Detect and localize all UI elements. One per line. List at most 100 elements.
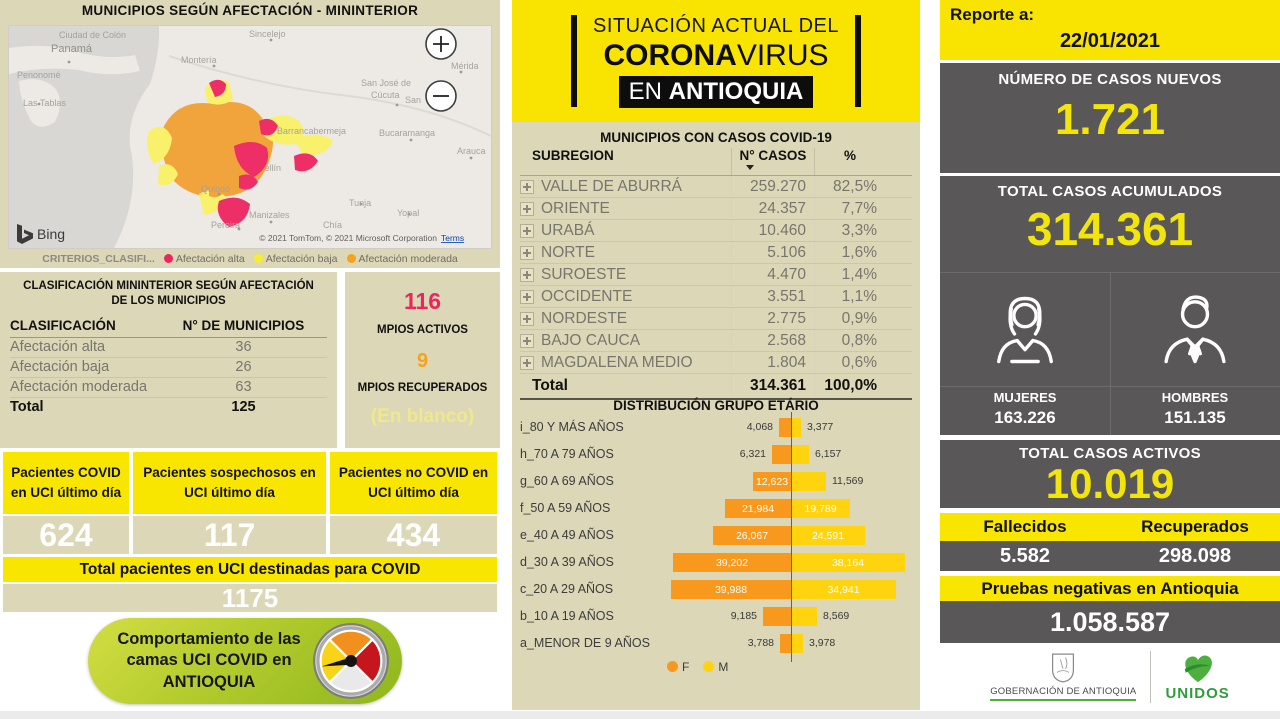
- bar-f[interactable]: 39,202: [673, 553, 791, 572]
- legend-item-m[interactable]: M: [703, 660, 728, 674]
- unidos-heart-icon: [1184, 655, 1212, 683]
- legend-title: CRITERIOS_CLASIFI...: [42, 252, 155, 265]
- col-subregion[interactable]: SUBREGION: [532, 148, 614, 163]
- map-label: Montería: [181, 55, 217, 65]
- zoom-out-button[interactable]: [425, 80, 457, 112]
- table-row[interactable]: OCCIDENTE 3.551 1,1%: [520, 286, 912, 308]
- age-row[interactable]: f_50 A 59 AÑOS 21,984 19,789: [520, 495, 916, 522]
- expand-icon[interactable]: [520, 179, 534, 194]
- age-row[interactable]: g_60 A 69 AÑOS 12,623 11,569: [520, 468, 916, 495]
- table-row[interactable]: SUROESTE 4.470 1,4%: [520, 264, 912, 286]
- map-label: San: [405, 95, 421, 105]
- women-label: MUJERES: [993, 390, 1057, 405]
- zoom-in-button[interactable]: [425, 28, 457, 60]
- table-row[interactable]: ORIENTE 24.357 7,7%: [520, 198, 912, 220]
- table-row[interactable]: URABÁ 10.460 3,3%: [520, 220, 912, 242]
- bar-m[interactable]: [791, 418, 801, 437]
- map-label: Chía: [323, 220, 342, 230]
- age-row[interactable]: h_70 A 79 AÑOS 6,321 6,157: [520, 441, 916, 468]
- bar-f[interactable]: [779, 418, 791, 437]
- table-row[interactable]: Afectación moderada 63: [10, 378, 327, 398]
- map-city-dots: [37, 38, 473, 231]
- municipality-blobs[interactable]: [146, 79, 333, 227]
- table-row[interactable]: NORDESTE 2.775 0,9%: [520, 308, 912, 330]
- col-n-casos[interactable]: N° CASOS: [731, 148, 815, 175]
- map-canvas[interactable]: Medellín: [9, 26, 492, 248]
- age-row[interactable]: e_40 A 49 AÑOS 26,067 24,591: [520, 522, 916, 549]
- bar-f[interactable]: 12,623: [753, 472, 791, 491]
- active-cases-label: TOTAL CASOS ACTIVOS: [1019, 445, 1201, 462]
- antioquia-shield-icon: [1052, 653, 1075, 683]
- f-dot-icon: [667, 661, 678, 672]
- table-row[interactable]: MAGDALENA MEDIO 1.804 0,6%: [520, 352, 912, 374]
- age-row[interactable]: a_MENOR DE 9 AÑOS 3,788 3,978: [520, 630, 916, 657]
- divider: [940, 386, 1280, 387]
- bar-m[interactable]: 38,164: [791, 553, 905, 572]
- legend-item-baja[interactable]: Afectación baja: [253, 253, 338, 265]
- map-label: San José de: [361, 78, 411, 88]
- age-row[interactable]: i_80 Y MÁS AÑOS 4,068 3,377: [520, 414, 916, 441]
- cases-table: SUBREGION N° CASOS % VALLE DE ABURRÁ 259.…: [520, 148, 912, 400]
- uci-no-covid-value: 434: [330, 516, 497, 554]
- map-copyright: © 2021 TomTom, © 2021 Microsoft Corporat…: [259, 233, 437, 243]
- col-clasificacion: CLASIFICACIÓN: [10, 317, 116, 333]
- map-label: Manizales: [249, 210, 290, 220]
- legend-item-f[interactable]: F: [667, 660, 689, 674]
- classification-header-row[interactable]: CLASIFICACIÓN N° DE MUNICIPIOS: [10, 315, 327, 338]
- active-cases-value: 10.019: [1045, 460, 1175, 507]
- table-row[interactable]: NORTE 5.106 1,6%: [520, 242, 912, 264]
- banner-line1: SITUACIÓN ACTUAL DEL: [593, 14, 839, 37]
- bar-m[interactable]: [791, 445, 809, 464]
- map-land-panama: [9, 45, 140, 75]
- table-row[interactable]: VALLE DE ABURRÁ 259.270 82,5%: [520, 176, 912, 198]
- bar-f[interactable]: 26,067: [713, 526, 791, 545]
- expand-icon[interactable]: [520, 355, 534, 370]
- table-row[interactable]: BAJO CAUCA 2.568 0,8%: [520, 330, 912, 352]
- terms-link[interactable]: Terms: [441, 233, 464, 243]
- new-cases-value: 1.721: [1054, 95, 1166, 144]
- age-row[interactable]: b_10 A 19 AÑOS 9,185 8,569: [520, 603, 916, 630]
- expand-icon[interactable]: [520, 311, 534, 326]
- map-label: Las Tablas: [23, 98, 66, 108]
- bar-f[interactable]: 39,988: [671, 580, 791, 599]
- bar-f[interactable]: 21,984: [725, 499, 791, 518]
- map-label: Ciudad de Colón: [59, 30, 126, 40]
- bar-f[interactable]: [780, 634, 791, 653]
- map-label: Sincelejo: [249, 29, 286, 39]
- expand-icon[interactable]: [520, 245, 534, 260]
- legend-item-moderada[interactable]: Afectación moderada: [346, 253, 458, 265]
- table-row[interactable]: Afectación baja 26: [10, 358, 327, 378]
- table-row[interactable]: Afectación alta 36: [10, 338, 327, 358]
- cases-table-header: SUBREGION N° CASOS %: [520, 148, 912, 176]
- bar-m[interactable]: [791, 472, 826, 491]
- new-cases-card: NÚMERO DE CASOS NUEVOS 1.721: [940, 63, 1280, 173]
- bar-f[interactable]: [772, 445, 791, 464]
- expand-icon[interactable]: [520, 267, 534, 282]
- age-row[interactable]: c_20 A 29 AÑOS 39,988 34,941: [520, 576, 916, 603]
- m-dot-icon: [703, 661, 715, 672]
- bar-m[interactable]: 24,591: [791, 526, 865, 545]
- expand-icon[interactable]: [520, 201, 534, 216]
- expand-icon[interactable]: [520, 223, 534, 238]
- bar-m[interactable]: 19,789: [791, 499, 850, 518]
- report-date: 22/01/2021: [1059, 30, 1161, 52]
- map-road: [168, 55, 492, 137]
- woman-icon: [997, 296, 1053, 364]
- bing-map[interactable]: Medellín: [8, 25, 492, 249]
- pyramid-axis: [791, 412, 792, 662]
- bar-m[interactable]: 34,941: [791, 580, 896, 599]
- bar-f[interactable]: [763, 607, 791, 626]
- mpios-activos-label: MPIOS ACTIVOS: [377, 324, 468, 336]
- pyramid-legend: F M: [667, 660, 728, 674]
- age-row[interactable]: d_30 A 39 AÑOS 39,202 38,164: [520, 549, 916, 576]
- bar-m[interactable]: [791, 634, 803, 653]
- expand-icon[interactable]: [520, 289, 534, 304]
- uci-beds-behavior-button[interactable]: Comportamiento de las camas UCI COVID en…: [88, 618, 402, 704]
- bar-m[interactable]: [791, 607, 817, 626]
- bottom-strip: [0, 711, 1280, 719]
- legend-item-alta[interactable]: Afectación alta: [163, 253, 245, 265]
- col-pct[interactable]: %: [843, 148, 856, 163]
- col-n-municipios: N° DE MUNICIPIOS: [182, 317, 305, 333]
- expand-icon[interactable]: [520, 333, 534, 348]
